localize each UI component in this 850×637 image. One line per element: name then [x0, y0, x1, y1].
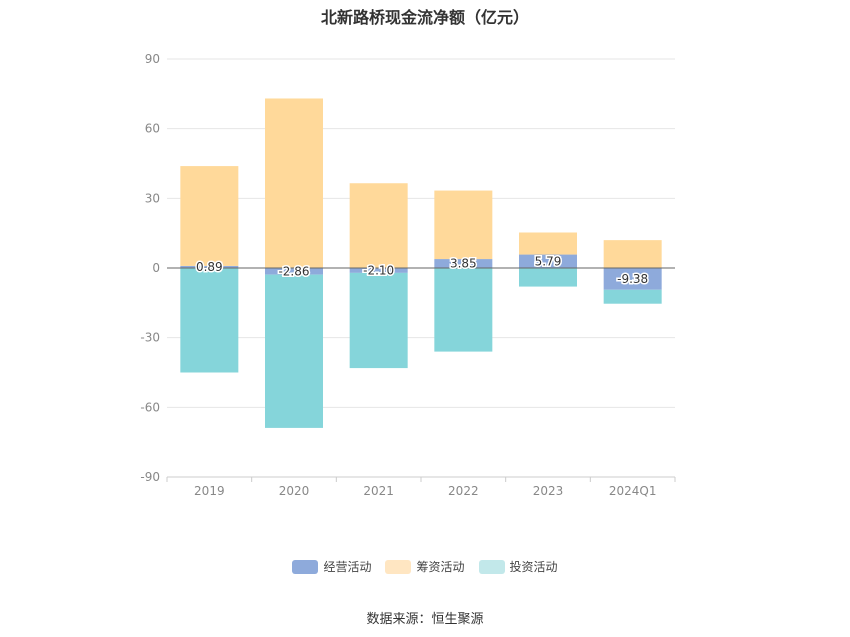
x-tick-label: 2021 — [363, 484, 394, 498]
chart-title: 北新路桥现金流净额（亿元） — [320, 8, 529, 27]
axes: 90 60 30 0 -30 -60 -90 2019 2020 2021 2022 2023 2024… — [140, 52, 676, 498]
bar-operating — [349, 268, 408, 273]
bar-operating — [180, 265, 239, 268]
legend-label-financing: 筹资活动 — [416, 560, 465, 574]
bar-operating — [434, 259, 493, 268]
bar-financing — [349, 183, 408, 268]
x-tick-label: 2022 — [448, 484, 479, 498]
legend-swatch-investing — [478, 559, 505, 574]
bar-financing — [603, 240, 662, 268]
x-tick-label: 2023 — [533, 484, 564, 498]
legend-item-investing[interactable]: 投资活动 — [478, 558, 558, 575]
gridlines — [167, 58, 675, 478]
data-source: 数据来源：恒生聚源 — [366, 612, 484, 627]
legend: 经营活动 筹资活动 投资活动 — [0, 558, 850, 575]
bar-financing — [519, 232, 577, 255]
data-label: -9.38 — [617, 272, 648, 286]
bar-investing — [349, 272, 408, 369]
legend-swatch-operating — [292, 559, 319, 574]
y-tick-label: -90 — [140, 470, 160, 484]
y-tick-label: 0 — [152, 261, 160, 275]
data-labels: 0.89 -2.86 -2.10 3.85 5.79 -9.38 — [194, 253, 649, 288]
y-tick-label: 60 — [145, 122, 160, 136]
data-label: 0.89 — [196, 260, 223, 274]
bar-financing — [180, 166, 239, 266]
data-label: 5.79 — [535, 254, 562, 268]
y-tick-label: 30 — [145, 191, 160, 205]
x-tick-label: 2024Q1 — [609, 484, 657, 498]
legend-item-operating[interactable]: 经营活动 — [292, 558, 371, 575]
bar-financing — [265, 98, 323, 268]
legend-item-financing[interactable]: 筹资活动 — [385, 558, 465, 575]
data-label: -2.86 — [278, 264, 309, 278]
bar-investing — [434, 268, 493, 352]
bar-investing — [519, 268, 577, 287]
bar-financing — [434, 190, 493, 260]
y-tick-label: -30 — [140, 331, 160, 345]
data-label: -2.10 — [363, 263, 394, 277]
bar-operating — [603, 268, 662, 290]
bar-operating — [265, 268, 323, 275]
bar-operating — [519, 254, 577, 268]
x-tick-label: 2019 — [194, 484, 225, 498]
bar-investing — [603, 289, 662, 304]
legend-label-operating: 经营活动 — [323, 560, 372, 574]
bar-investing — [265, 274, 323, 428]
data-label: 3.85 — [450, 257, 477, 271]
y-tick-label: 90 — [145, 52, 160, 66]
bars — [180, 98, 662, 428]
x-tick-label: 2020 — [279, 484, 310, 498]
y-tick-label: -60 — [140, 400, 160, 414]
legend-label-investing: 投资活动 — [509, 560, 558, 574]
legend-swatch-financing — [385, 559, 412, 574]
bar-investing — [180, 268, 239, 373]
